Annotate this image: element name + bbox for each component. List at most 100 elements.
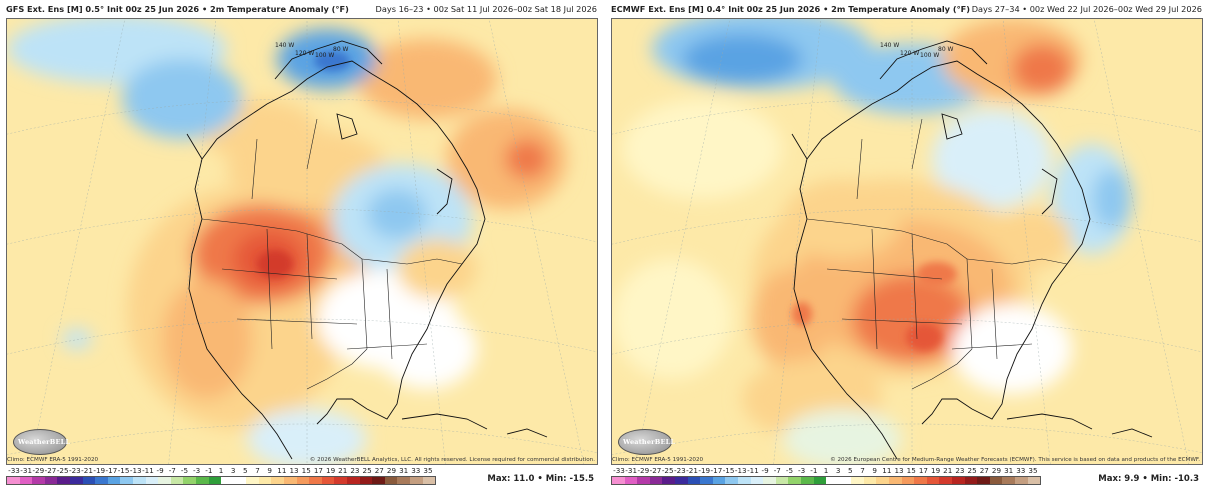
colorbar-swatch — [309, 477, 322, 484]
colorbar-tick-label: 11 — [882, 466, 892, 475]
max-min-readout: Max: 11.0 • Min: -15.5 — [487, 474, 594, 484]
gfs-map-panel: GFS Ext. Ens [M] 0.5° Init 00z 25 Jun 202… — [2, 0, 603, 495]
colorbar-tick-label: 21 — [943, 466, 953, 475]
climo-text: Climo: ECMWF ERA-5 1991-2020 — [612, 457, 704, 463]
colorbar-swatch — [82, 477, 96, 484]
lon-label-80w: 80 W — [938, 46, 954, 53]
colorbar-tick-label: 27 — [374, 466, 384, 475]
colorbar: -33 -31 -29 -27 -25 -23 -21 -19 -17 -15 -13 -11 -9 -7… — [611, 466, 1203, 494]
colorbar-swatch — [775, 477, 789, 484]
colorbar-swatch — [120, 477, 133, 484]
colorbar-swatch — [7, 477, 20, 484]
colorbar-tick-label: 5 — [848, 466, 853, 475]
colorbar-swatch — [800, 477, 814, 484]
colorbar-swatch — [334, 477, 348, 484]
colorbar-tick-label: -23 — [69, 466, 81, 475]
colorbar-tick-label: 23 — [955, 466, 965, 475]
colorbar-tick-label: 25 — [967, 466, 977, 475]
panel-header: GFS Ext. Ens [M] 0.5° Init 00z 25 Jun 202… — [2, 4, 603, 18]
colorbar-tick-label: -19 — [93, 466, 106, 475]
degree-mark: ° — [721, 4, 726, 14]
colorbar-tick-label: 29 — [991, 466, 1002, 475]
colorbar-ticks: -33 -31 -29 -27 -25 -23 -21 -19 -17 -15 -13 -11 -9 -7… — [611, 466, 1041, 476]
colorbar-swatches — [6, 476, 436, 485]
init-text: Init 00z 25 Jun 2026 • 2m Temperature An… — [728, 4, 971, 14]
lon-label-140w: 140 W — [275, 42, 294, 49]
colorbar-swatch — [851, 477, 864, 484]
colorbar-tick-label: 7 — [255, 466, 260, 475]
colorbar-tick-label: -21 — [686, 466, 698, 475]
colorbar-swatch — [612, 477, 625, 484]
colorbar-tick-label: 15 — [301, 466, 311, 475]
panel-header: ECMWF Ext. Ens [M] 0.4° Init 00z 25 Jun 2… — [607, 4, 1208, 18]
colorbar-swatch — [410, 477, 423, 484]
colorbar-swatch — [700, 477, 713, 484]
colorbar-tick-label: 15 — [906, 466, 916, 475]
colorbar-swatch — [183, 477, 196, 484]
colorbar-swatch — [145, 477, 159, 484]
copyright-text: © 2026 WeatherBELL Analytics, LLC. All r… — [309, 457, 595, 463]
colorbar-tick-label: -3 — [193, 466, 201, 475]
colorbar-swatch — [712, 477, 726, 484]
colorbar-tick-label: -17 — [105, 466, 118, 475]
colorbar-tick-label: 19 — [326, 466, 336, 475]
colorbar-swatches — [611, 476, 1041, 485]
colorbar-tick-label: 35 — [1028, 466, 1038, 475]
colorbar-tick-label: -1 — [205, 466, 213, 475]
colorbar-tick-label: 13 — [289, 466, 299, 475]
colorbar-tick-label: -7 — [168, 466, 176, 475]
anomaly-map: 140 W 120 W 100 W 80 W WeatherBELL — [611, 18, 1203, 465]
colorbar-tick-label: 5 — [243, 466, 248, 475]
colorbar-tick-label: -7 — [773, 466, 781, 475]
colorbar-swatch — [1027, 477, 1041, 484]
colorbar-swatch — [221, 477, 234, 484]
colorbar-tick-label: 1 — [218, 466, 224, 475]
colorbar-tick-label: -11 — [747, 466, 759, 475]
colorbar-swatch — [372, 477, 385, 484]
colorbar-swatch — [321, 477, 335, 484]
anomaly-field: 140 W 120 W 100 W 80 W — [7, 19, 597, 464]
colorbar-tick-label: -25 — [661, 466, 674, 475]
colorbar-swatch — [889, 477, 902, 484]
colorbar-tick-label: -9 — [761, 466, 769, 475]
colorbar-tick-label: -5 — [180, 466, 189, 475]
colorbar-swatch — [44, 477, 58, 484]
colorbar-swatch — [662, 477, 675, 484]
colorbar-tick-label: -5 — [785, 466, 794, 475]
colorbar-tick-label: -31 — [20, 466, 33, 475]
colorbar-swatch — [246, 477, 259, 484]
colorbar-swatch — [813, 477, 827, 484]
colorbar-swatch — [19, 477, 33, 484]
colorbar-tick-label: 33 — [411, 466, 421, 475]
colorbar-tick-label: 29 — [386, 466, 397, 475]
colorbar-tick-label: 17 — [313, 466, 323, 475]
colorbar-swatch — [914, 477, 927, 484]
valid-period: Days 27–34 • 00z Wed 22 Jul 2026–00z Wed… — [971, 4, 1202, 14]
lon-label-120w: 120 W — [295, 50, 314, 57]
colorbar-swatch — [926, 477, 940, 484]
colorbar-tick-label: -31 — [625, 466, 638, 475]
colorbar-tick-label: -13 — [129, 466, 142, 475]
colorbar-tick-label: 27 — [979, 466, 989, 475]
colorbar-tick-label: -25 — [56, 466, 69, 475]
colorbar-swatch — [750, 477, 764, 484]
colorbar-tick-label: 9 — [872, 466, 877, 475]
colorbar-tick-label: 13 — [894, 466, 904, 475]
colorbar-swatch — [57, 477, 70, 484]
colorbar-tick-label: -11 — [142, 466, 154, 475]
colorbar-swatch — [95, 477, 108, 484]
model-name: GFS Ext. Ens [M] 0.5 — [6, 4, 100, 14]
colorbar-tick-label: -21 — [81, 466, 93, 475]
colorbar-swatch — [901, 477, 915, 484]
colorbar-tick-label: 7 — [860, 466, 865, 475]
colorbar-ticks: -33 -31 -29 -27 -25 -23 -21 -19 -17 -15 -13 -11 -9 -7… — [6, 466, 436, 476]
colorbar-swatch — [422, 477, 436, 484]
climo-text: Climo: ECMWF ERA-5 1991-2020 — [7, 457, 99, 463]
colorbar-tick-label: -27 — [44, 466, 57, 475]
colorbar-swatch — [649, 477, 663, 484]
colorbar-swatch — [384, 477, 398, 484]
colorbar-swatch — [737, 477, 751, 484]
colorbar-swatch — [233, 477, 247, 484]
colorbar-swatch — [687, 477, 701, 484]
max-min-readout: Max: 9.9 • Min: -10.3 — [1098, 474, 1199, 484]
